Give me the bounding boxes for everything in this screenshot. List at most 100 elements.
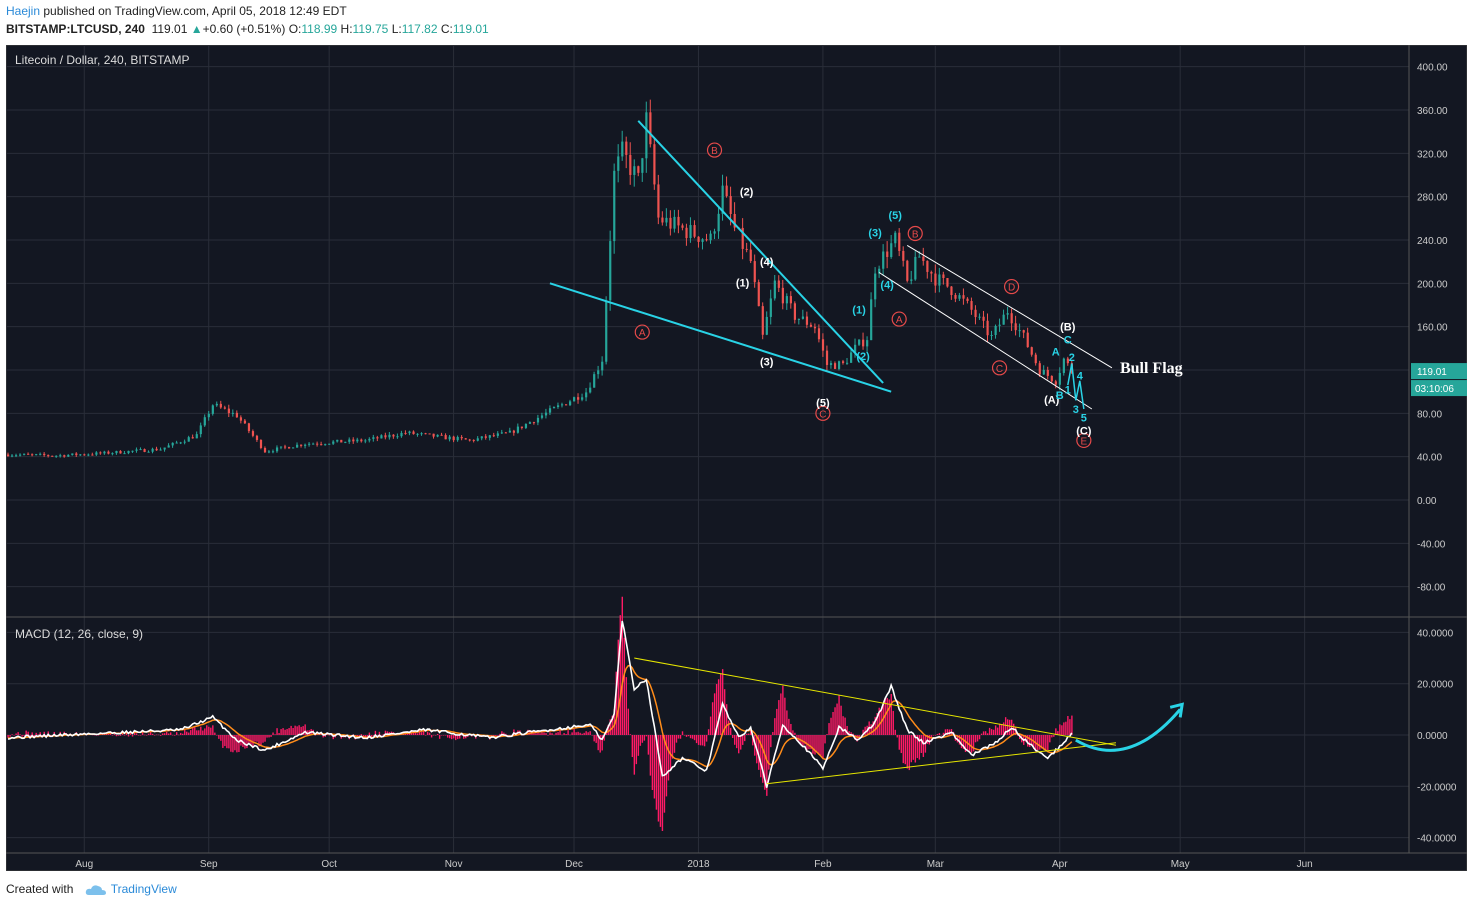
wave-circle — [634, 324, 650, 340]
candle-body — [1042, 369, 1045, 375]
histogram-bar — [579, 732, 581, 735]
histogram-bar — [1059, 724, 1061, 735]
candle-body — [31, 454, 34, 456]
open-label: O: — [288, 22, 302, 36]
histogram-bar — [822, 735, 824, 759]
histogram-bar — [653, 735, 656, 799]
histogram-bar — [330, 734, 332, 736]
candle-body — [464, 438, 467, 440]
histogram-bar — [597, 735, 599, 751]
candle-body — [548, 408, 552, 413]
histogram-bar — [450, 735, 453, 740]
candle-body — [721, 185, 724, 214]
histogram-bar — [840, 705, 842, 735]
candle-body — [1030, 347, 1033, 355]
candle-body — [163, 447, 166, 450]
histogram-bar — [643, 735, 646, 741]
histogram-bar — [1000, 724, 1003, 735]
candle-body — [416, 433, 419, 435]
histogram-bar — [318, 734, 320, 736]
candle-body — [75, 453, 78, 456]
candle-body — [878, 268, 881, 274]
candle-body — [581, 397, 584, 400]
histogram-bar — [681, 731, 684, 735]
histogram-bar — [224, 735, 226, 747]
histogram-bar — [990, 729, 993, 735]
histogram-bar — [898, 735, 900, 750]
last-price: 119.01 — [151, 22, 188, 36]
histogram-bar — [206, 725, 208, 735]
histogram-bar — [557, 732, 559, 735]
histogram-bar — [984, 731, 987, 735]
histogram-bar — [595, 735, 597, 743]
histogram-bar — [448, 735, 451, 739]
candle-body — [970, 301, 973, 310]
histogram-bar — [547, 735, 549, 736]
candle-body — [115, 450, 118, 454]
red-wave-label: C — [815, 405, 831, 421]
histogram-bar — [848, 731, 850, 735]
cyan-wave-label: A — [1052, 347, 1060, 359]
cyan-wave-label: 5 — [1081, 413, 1087, 425]
candle-body — [320, 444, 323, 446]
histogram-bar — [200, 726, 202, 735]
histogram-bar — [894, 729, 896, 735]
wave-circle — [815, 405, 831, 421]
candle-body — [597, 370, 600, 375]
histogram-bar — [764, 735, 766, 790]
candle-body — [243, 420, 247, 424]
histogram-bar — [940, 735, 943, 736]
histogram-bar — [553, 734, 555, 736]
candle-body — [111, 453, 114, 455]
histogram-bar — [129, 732, 132, 735]
histogram-bar — [683, 735, 686, 736]
candle-body — [1034, 354, 1037, 364]
white-wave-label: (A) — [1044, 394, 1060, 406]
candle-body — [348, 439, 351, 442]
candle-body — [990, 335, 993, 337]
chart-area[interactable]: 400.00360.00320.00280.00240.00200.00160.… — [6, 45, 1467, 871]
time-tick-label: Apr — [1052, 859, 1068, 870]
histogram-bar — [93, 734, 96, 736]
histogram-bar — [874, 716, 876, 735]
tradingview-link[interactable]: TradingView — [110, 882, 177, 896]
histogram-bar — [744, 735, 746, 742]
candle-body — [886, 251, 889, 257]
histogram-bar — [876, 713, 878, 735]
histogram-bar — [436, 733, 439, 735]
candle-body — [577, 397, 580, 400]
candle-body — [994, 325, 997, 336]
breakout-arrow-head — [1169, 702, 1185, 718]
candle-body — [143, 449, 146, 452]
candle-body — [757, 282, 760, 307]
low-value: 117.82 — [401, 22, 438, 36]
histogram-bar — [292, 727, 294, 735]
high-value: 119.75 — [352, 22, 389, 36]
candle-body — [35, 454, 38, 456]
histogram-bar — [167, 733, 170, 735]
histogram-bar — [677, 735, 680, 739]
histogram-bar — [932, 735, 935, 736]
histogram-bar — [577, 731, 579, 735]
last-price-tag-bg — [1411, 363, 1467, 380]
breakout-arrow-curve — [1075, 708, 1182, 752]
candle-body — [1018, 330, 1021, 332]
candle-body — [797, 318, 801, 320]
author-link[interactable]: Haejin — [6, 4, 41, 18]
candle-body — [906, 260, 909, 281]
candle-body — [155, 448, 158, 451]
candle-body — [340, 439, 343, 443]
histogram-bar — [942, 732, 945, 735]
candle-body — [1050, 375, 1053, 382]
close-value: 119.01 — [452, 22, 489, 36]
candle-body — [99, 452, 102, 454]
histogram-bar — [988, 727, 991, 735]
histogram-bar — [214, 732, 216, 735]
candle-body — [645, 112, 648, 159]
candle-body — [468, 439, 471, 441]
histogram-bar — [328, 735, 330, 736]
histogram-bar — [810, 735, 812, 750]
histogram-bar — [796, 735, 798, 739]
histogram-bar — [37, 734, 39, 735]
histogram-bar — [288, 728, 290, 735]
